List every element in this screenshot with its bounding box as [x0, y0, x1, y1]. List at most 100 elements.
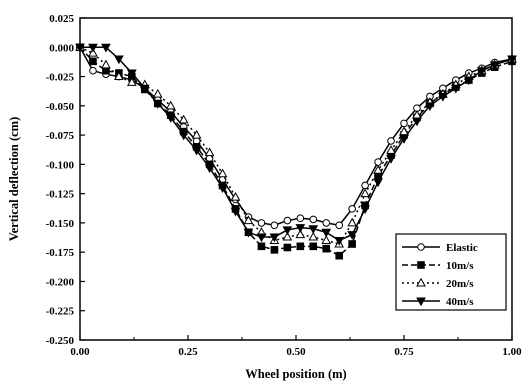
- data-point: [296, 214, 305, 223]
- series-group: [75, 42, 517, 260]
- data-point: [387, 137, 395, 145]
- data-point: [295, 229, 306, 239]
- legend-marker: [416, 297, 426, 307]
- y-tick-label: -0.100: [46, 159, 75, 171]
- data-point: [438, 92, 448, 102]
- data-point: [256, 233, 267, 243]
- data-point: [230, 191, 241, 201]
- x-tick-label: 1.00: [502, 346, 522, 358]
- data-point: [282, 226, 293, 236]
- y-tick-label: -0.200: [46, 276, 75, 288]
- data-point: [334, 236, 345, 246]
- data-point: [322, 219, 331, 227]
- data-point: [399, 126, 409, 136]
- data-point: [507, 55, 517, 65]
- data-point: [425, 102, 435, 112]
- series-line: [79, 46, 513, 245]
- data-point: [400, 119, 408, 128]
- data-point: [450, 84, 461, 94]
- data-point: [283, 216, 292, 225]
- data-point: [269, 233, 280, 243]
- series-1: [76, 43, 516, 260]
- data-point: [373, 178, 383, 188]
- data-point: [282, 231, 293, 241]
- data-point: [347, 231, 358, 240]
- x-tick-label: 0.00: [70, 346, 90, 358]
- data-point: [243, 228, 254, 238]
- data-point: [360, 205, 370, 215]
- data-point: [101, 59, 111, 69]
- data-point: [191, 146, 202, 156]
- data-point: [217, 168, 228, 178]
- data-point: [165, 100, 176, 110]
- y-axis-label: Vertical deflection (cm): [7, 117, 21, 242]
- data-point: [348, 205, 356, 213]
- series-line: [80, 46, 513, 242]
- y-tick-label: 0.000: [49, 42, 74, 54]
- data-point: [75, 43, 85, 53]
- data-point: [230, 207, 241, 217]
- data-point: [243, 215, 254, 225]
- y-tick-label: -0.050: [46, 101, 75, 113]
- data-point: [309, 242, 318, 251]
- y-tick-label: -0.250: [46, 335, 75, 347]
- data-point: [321, 235, 332, 244]
- data-point: [178, 131, 189, 141]
- data-point: [386, 155, 396, 164]
- legend-marker: [417, 261, 425, 269]
- legend-label: 10m/s: [446, 260, 474, 272]
- data-point: [374, 158, 382, 166]
- series-3: [75, 43, 517, 246]
- data-point: [101, 43, 111, 53]
- data-point: [89, 66, 97, 75]
- x-axis-label: Wheel position (m): [245, 367, 346, 381]
- legend-label: 20m/s: [446, 278, 474, 290]
- x-tick-label: 0.25: [178, 346, 198, 358]
- data-point: [270, 221, 279, 230]
- x-tick-label: 0.50: [286, 346, 306, 358]
- legend-label: 40m/s: [446, 296, 474, 308]
- data-point: [126, 77, 137, 86]
- y-tick-label: -0.125: [46, 189, 75, 201]
- data-point: [178, 114, 189, 124]
- data-point: [88, 43, 98, 53]
- data-point: [152, 99, 163, 109]
- data-point: [88, 47, 98, 57]
- data-point: [152, 88, 163, 98]
- y-tick-label: -0.150: [46, 218, 75, 230]
- data-point: [217, 184, 228, 194]
- data-point: [191, 129, 202, 139]
- y-tick-label: 0.025: [49, 13, 74, 25]
- data-point: [204, 164, 215, 174]
- legend: Elastic 10m/s 20m/s 40m/s: [395, 233, 507, 311]
- data-point: [308, 231, 319, 241]
- data-point: [296, 242, 305, 251]
- data-point: [270, 246, 279, 254]
- data-point: [412, 117, 422, 127]
- series-line: [79, 46, 513, 227]
- series-2: [75, 42, 517, 248]
- data-point: [114, 71, 124, 81]
- data-point: [463, 76, 474, 86]
- data-point: [295, 224, 306, 233]
- data-point: [399, 135, 409, 144]
- data-point: [347, 217, 358, 227]
- tick-labels: 0.00 0.25 0.50 0.75 1.00 0.025 0.000 -0.025 -0.0…: [46, 13, 523, 358]
- data-point: [257, 242, 266, 251]
- data-point: [335, 251, 343, 260]
- legend-label: Elastic: [446, 242, 478, 254]
- legend-marker: [416, 277, 426, 287]
- data-point: [335, 221, 344, 230]
- data-point: [102, 66, 110, 75]
- tick-marks: [79, 17, 513, 341]
- y-tick-label: -0.025: [46, 72, 75, 84]
- data-point: [204, 147, 215, 157]
- data-point: [257, 219, 266, 227]
- data-point: [89, 57, 97, 66]
- y-tick-label: -0.175: [46, 247, 75, 259]
- data-point: [373, 164, 383, 174]
- data-point: [283, 243, 292, 252]
- data-point: [321, 228, 332, 238]
